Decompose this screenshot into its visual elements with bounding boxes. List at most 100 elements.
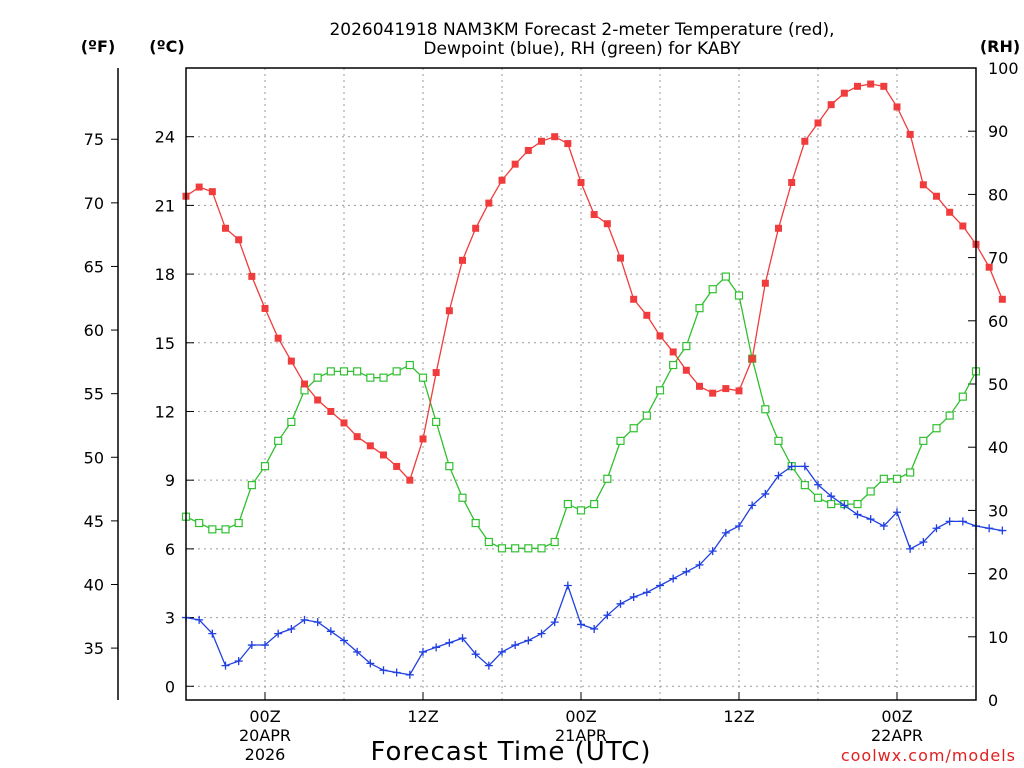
data-point — [326, 367, 335, 376]
data-point — [892, 474, 902, 483]
data-point — [617, 254, 624, 262]
data-point — [366, 442, 374, 450]
data-point — [814, 119, 822, 127]
data-point — [669, 574, 678, 583]
chart-subtitle: Dewpoint (blue), RH (green) for KABY — [423, 39, 741, 59]
data-point — [537, 544, 546, 553]
data-point — [340, 419, 348, 427]
data-point — [603, 220, 611, 228]
data-point — [248, 272, 256, 280]
data-point — [261, 304, 269, 312]
data-point — [893, 508, 901, 517]
data-point — [893, 103, 901, 111]
data-point — [827, 499, 836, 509]
data-point — [630, 295, 638, 303]
chart-title: 2026041918 NAM3KM Forecast 2-meter Tempe… — [329, 20, 834, 40]
celsius-tick-label: 3 — [165, 609, 175, 628]
celsius-tick-label: 24 — [155, 128, 175, 147]
time-tick-date: 20APR — [239, 726, 291, 745]
data-point — [484, 537, 493, 547]
data-point — [709, 389, 717, 397]
plot-frame — [185, 67, 977, 701]
data-point — [287, 357, 295, 365]
data-point — [287, 417, 296, 427]
data-point — [458, 493, 467, 502]
unit-c-label: (ºC) — [149, 37, 184, 56]
data-point — [195, 615, 204, 624]
data-point — [432, 417, 441, 427]
data-point — [235, 236, 243, 244]
rh-tick-label: 40 — [988, 438, 1008, 457]
data-point — [498, 176, 506, 184]
data-point — [419, 435, 427, 443]
data-point — [471, 518, 480, 528]
data-point — [208, 525, 217, 534]
data-point — [392, 668, 401, 677]
fahrenheit-tick-label: 60 — [84, 321, 104, 340]
data-point — [511, 160, 519, 168]
data-point — [616, 436, 625, 445]
celsius-tick-label: 18 — [155, 265, 175, 284]
rh-tick-label: 50 — [988, 375, 1008, 394]
data-point — [919, 436, 928, 445]
rh-series — [181, 272, 981, 553]
rh-tick-label: 60 — [988, 312, 1008, 331]
data-point — [958, 392, 967, 401]
data-point — [497, 544, 507, 553]
data-point — [366, 659, 375, 668]
data-point — [353, 433, 361, 441]
data-point — [800, 481, 809, 490]
data-point — [616, 599, 625, 608]
data-point — [353, 367, 362, 376]
data-point — [998, 526, 1007, 535]
fahrenheit-tick-label: 75 — [84, 130, 104, 149]
data-point — [564, 140, 572, 148]
data-point — [761, 279, 769, 287]
rh-tick-label: 80 — [988, 185, 1008, 204]
data-point — [484, 661, 493, 670]
data-point — [866, 487, 875, 496]
data-point — [406, 476, 414, 484]
data-point — [261, 641, 269, 650]
fahrenheit-tick-label: 70 — [84, 194, 104, 213]
data-point — [340, 636, 348, 645]
celsius-tick-label: 12 — [155, 402, 175, 421]
data-point — [419, 647, 427, 656]
data-point — [260, 462, 270, 471]
data-point — [287, 625, 296, 634]
time-tick-label: 00Z — [881, 707, 912, 726]
unit-rh-label: (RH) — [980, 37, 1020, 56]
data-point — [933, 192, 940, 200]
data-point — [642, 588, 651, 597]
data-point — [472, 224, 480, 232]
data-point — [775, 224, 782, 232]
data-point — [853, 510, 862, 519]
data-point — [537, 629, 546, 638]
data-point — [524, 636, 533, 645]
data-point — [274, 629, 283, 638]
rh-tick-label: 90 — [988, 122, 1008, 141]
data-point — [458, 634, 467, 643]
celsius-tick-label: 0 — [165, 677, 175, 696]
data-point — [734, 291, 744, 300]
data-point — [788, 178, 796, 186]
data-point — [906, 544, 915, 553]
data-point — [854, 82, 861, 90]
data-point — [577, 178, 585, 186]
celsius-tick-label: 9 — [165, 471, 175, 490]
data-point — [274, 436, 283, 445]
rh-tick-label: 20 — [988, 565, 1008, 584]
data-point — [801, 137, 809, 145]
data-point — [485, 199, 493, 207]
time-tick-label: 12Z — [407, 707, 438, 726]
data-point — [379, 666, 388, 675]
data-point — [353, 647, 362, 656]
data-point — [590, 499, 599, 509]
data-point — [656, 581, 664, 590]
data-point — [682, 341, 691, 351]
data-point — [761, 405, 770, 414]
rh-axis: 0 10 20 30 40 50 60 70 80 90 100 — [968, 59, 1019, 710]
data-point — [590, 625, 599, 634]
rh-tick-label: 100 — [988, 59, 1019, 78]
data-point — [550, 537, 559, 547]
